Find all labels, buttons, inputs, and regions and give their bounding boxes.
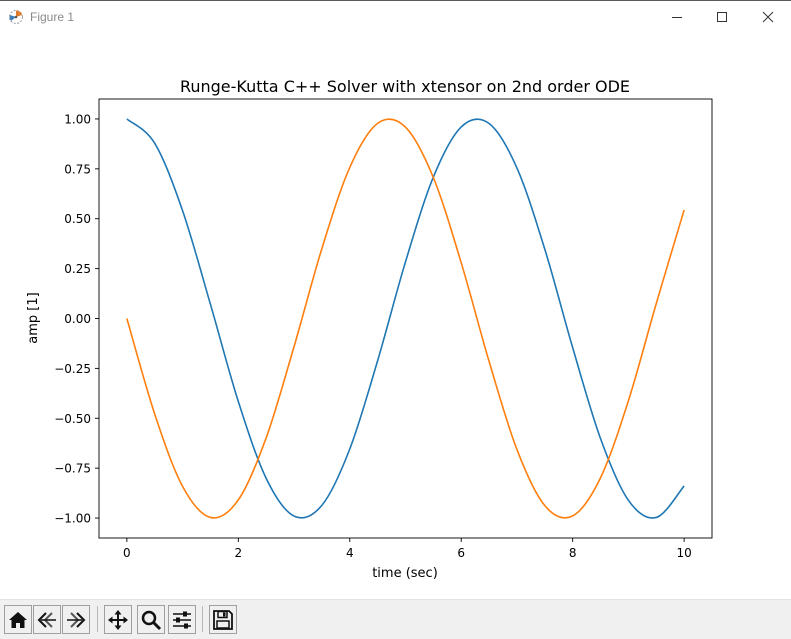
toolbar-separator (202, 606, 203, 632)
y-tick-label: −0.75 (54, 462, 91, 476)
navigation-toolbar (0, 599, 791, 639)
sliders-icon (173, 611, 191, 628)
axes-frame (98, 98, 713, 539)
x-tick-label: 0 (123, 546, 131, 560)
close-icon (762, 11, 774, 22)
plot-area: 0 2 4 6 8 10 1.00 0.75 0.50 0.25 0.00 −0.25 −0.50 −0.… (54, 98, 713, 560)
back-button[interactable] (33, 605, 61, 634)
x-tick-label: 8 (569, 546, 577, 560)
window-title: Figure 1 (30, 10, 75, 24)
chart-title: Runge-Kutta C++ Solver with xtensor on 2… (180, 77, 630, 96)
x-tick-label: 10 (676, 546, 691, 560)
window-titlebar: Figure 1 (0, 0, 791, 32)
x-axis-label: time (sec) (372, 566, 438, 581)
magnifier-icon (141, 610, 162, 630)
y-axis-label: amp [1] (26, 292, 41, 343)
figure-app-icon (9, 10, 23, 24)
y-tick-label: 0.75 (64, 162, 91, 176)
maximize-icon (717, 11, 727, 22)
series-line-2 (126, 118, 685, 519)
back-arrow-icon (37, 611, 56, 628)
pan-button[interactable] (104, 605, 132, 634)
maximize-button[interactable] (699, 1, 745, 32)
x-tick-label: 2 (234, 546, 242, 560)
y-tick-label: 0.00 (64, 312, 91, 326)
x-tick-label: 6 (457, 546, 465, 560)
close-button[interactable] (745, 1, 791, 32)
configure-subplots-button[interactable] (168, 605, 196, 634)
home-icon (9, 611, 27, 628)
toolbar-separator (97, 606, 98, 632)
y-tick-label: −1.00 (54, 512, 91, 526)
minimize-icon (672, 16, 682, 18)
line-chart[interactable]: Runge-Kutta C++ Solver with xtensor on 2… (0, 32, 791, 599)
forward-arrow-icon (67, 611, 86, 628)
y-tick-label: −0.50 (54, 412, 91, 426)
y-tick-label: 0.25 (64, 262, 91, 276)
figure-canvas[interactable]: Runge-Kutta C++ Solver with xtensor on 2… (0, 32, 791, 599)
y-tick-label: −0.25 (54, 362, 91, 376)
y-tick-label: 0.50 (64, 212, 91, 226)
home-button[interactable] (4, 605, 32, 634)
series-line-1 (126, 118, 685, 519)
forward-button[interactable] (62, 605, 90, 634)
move-arrows-icon (108, 609, 128, 630)
save-button[interactable] (209, 605, 237, 634)
floppy-disk-icon (213, 609, 233, 630)
minimize-button[interactable] (654, 1, 700, 32)
zoom-button[interactable] (137, 605, 165, 634)
x-tick-label: 4 (346, 546, 354, 560)
y-tick-label: 1.00 (64, 112, 91, 126)
